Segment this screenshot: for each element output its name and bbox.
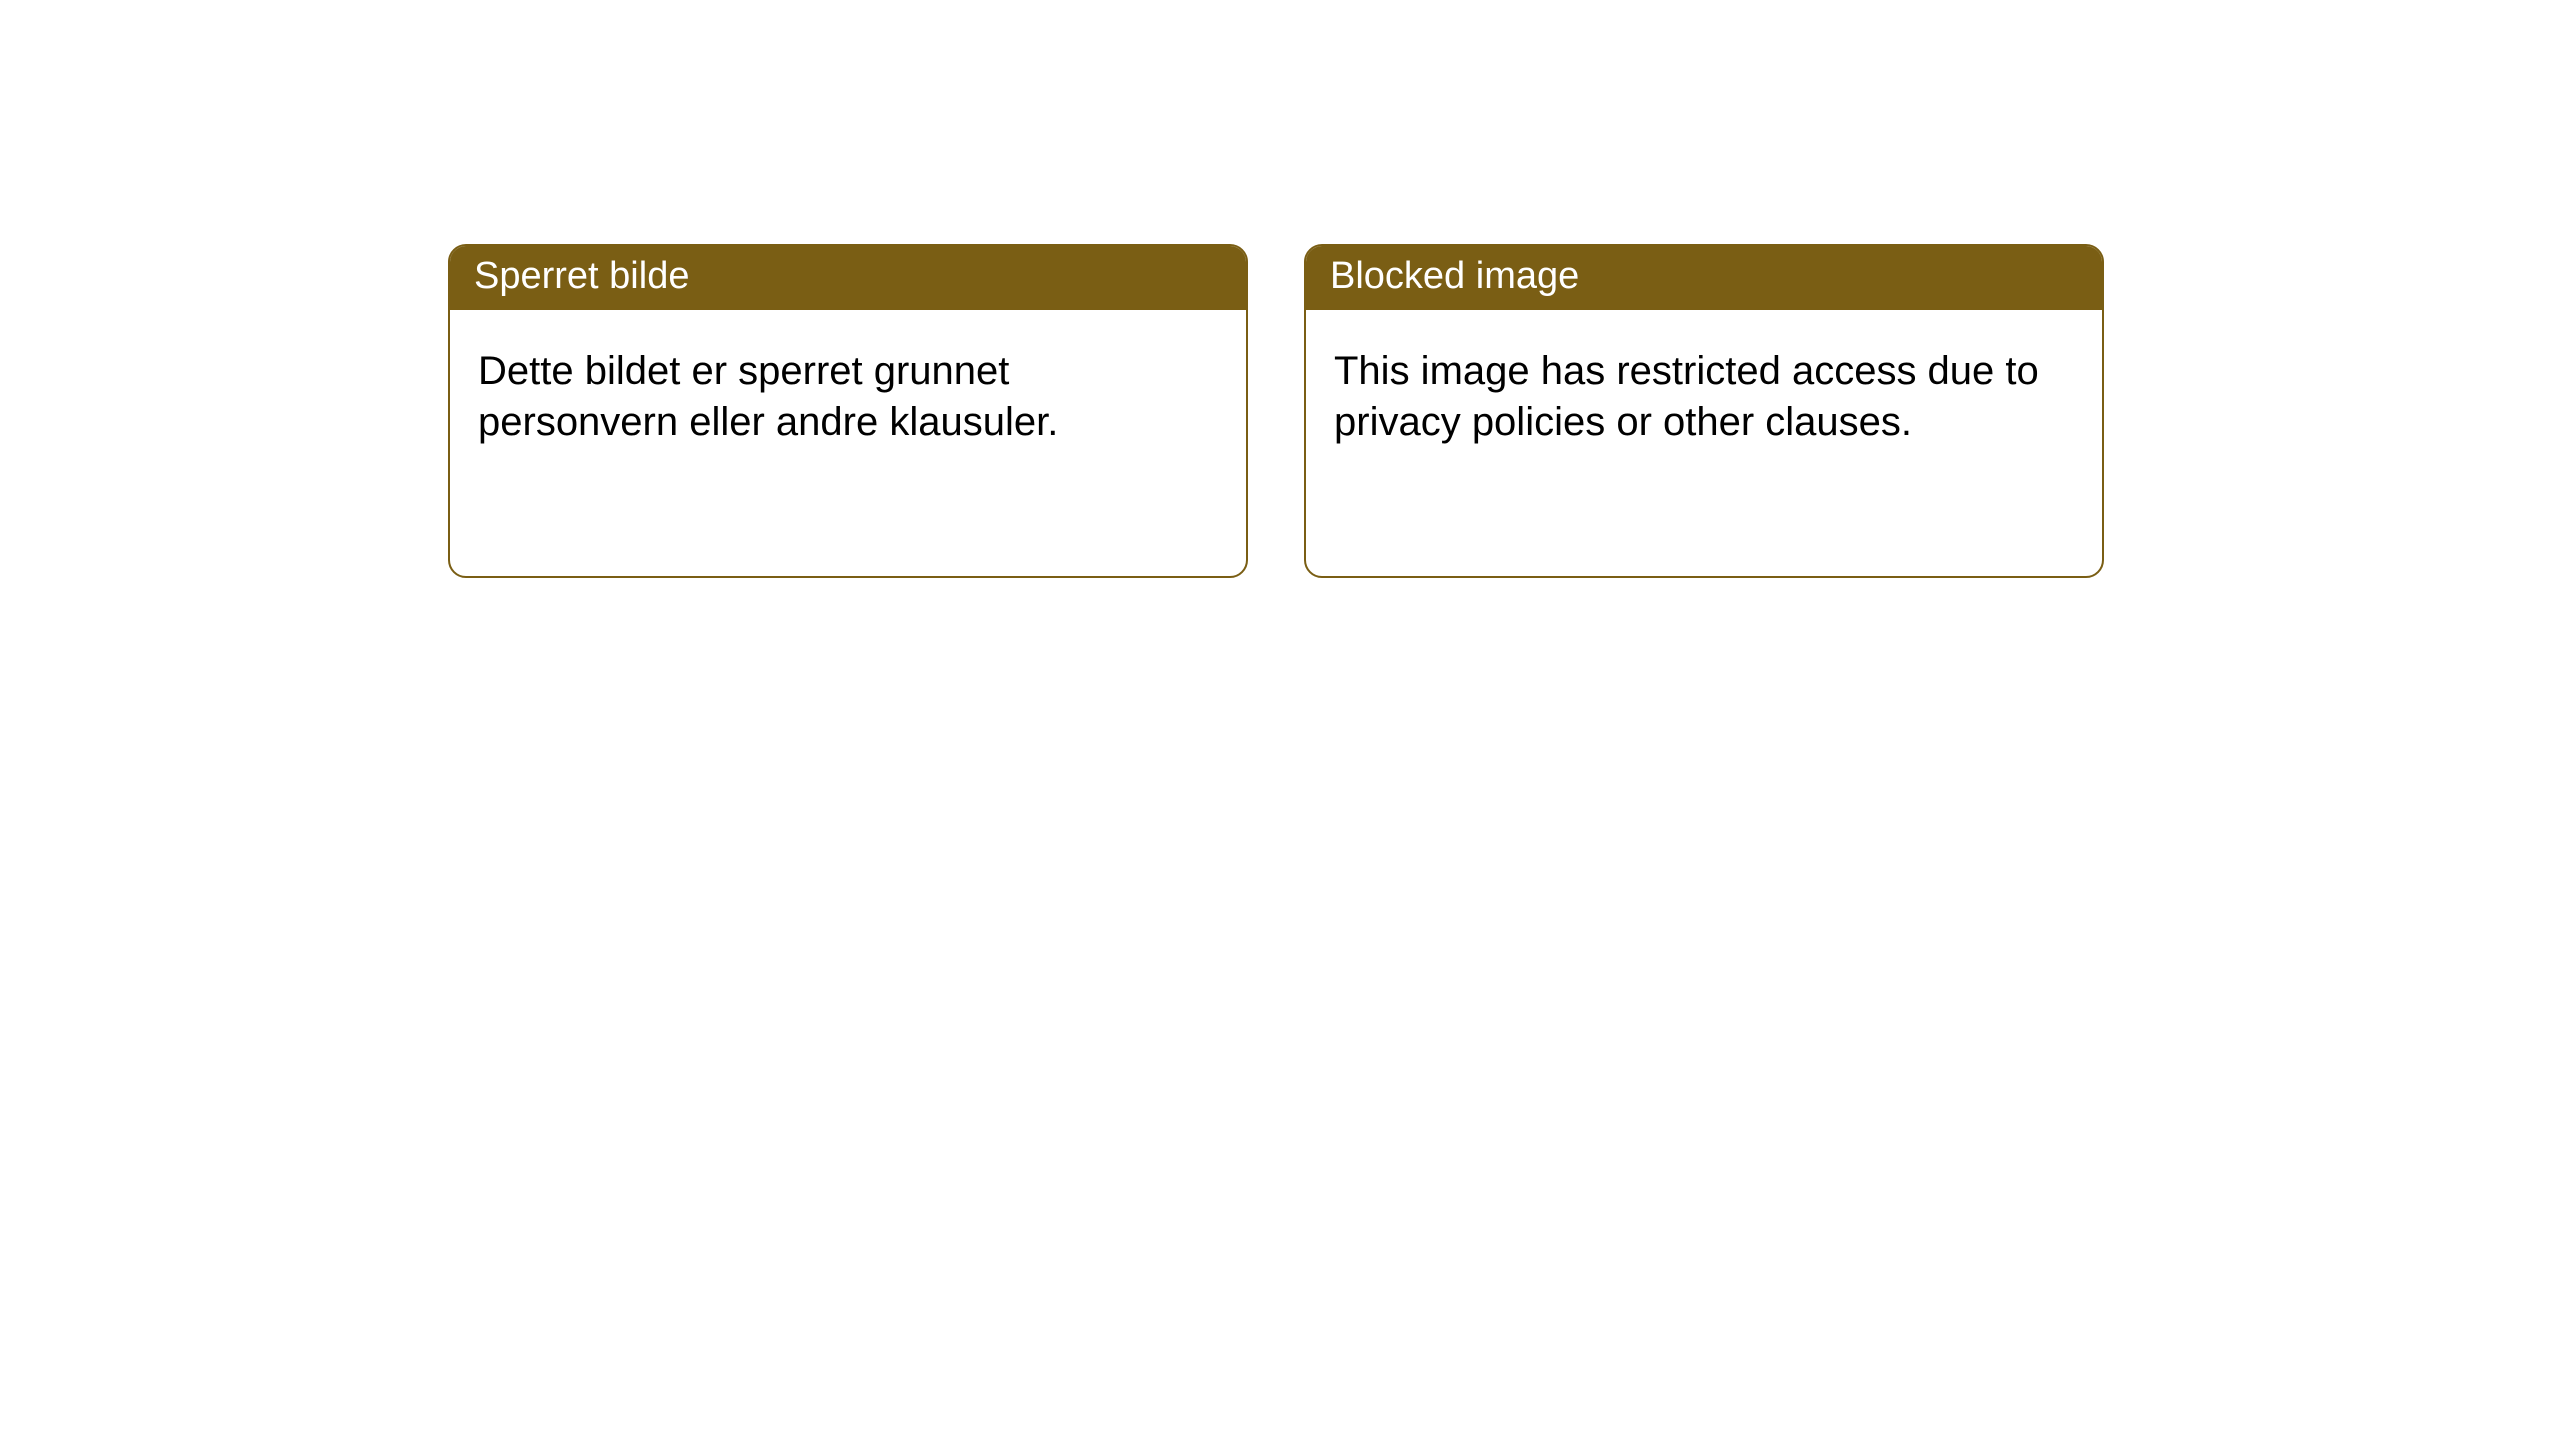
notice-card-title: Sperret bilde — [450, 246, 1246, 310]
notice-card-body: Dette bildet er sperret grunnet personve… — [450, 310, 1246, 476]
notice-card-norwegian: Sperret bilde Dette bildet er sperret gr… — [448, 244, 1248, 578]
notice-card-title: Blocked image — [1306, 246, 2102, 310]
notice-card-english: Blocked image This image has restricted … — [1304, 244, 2104, 578]
notice-card-body: This image has restricted access due to … — [1306, 310, 2102, 476]
notice-cards-container: Sperret bilde Dette bildet er sperret gr… — [0, 0, 2560, 578]
